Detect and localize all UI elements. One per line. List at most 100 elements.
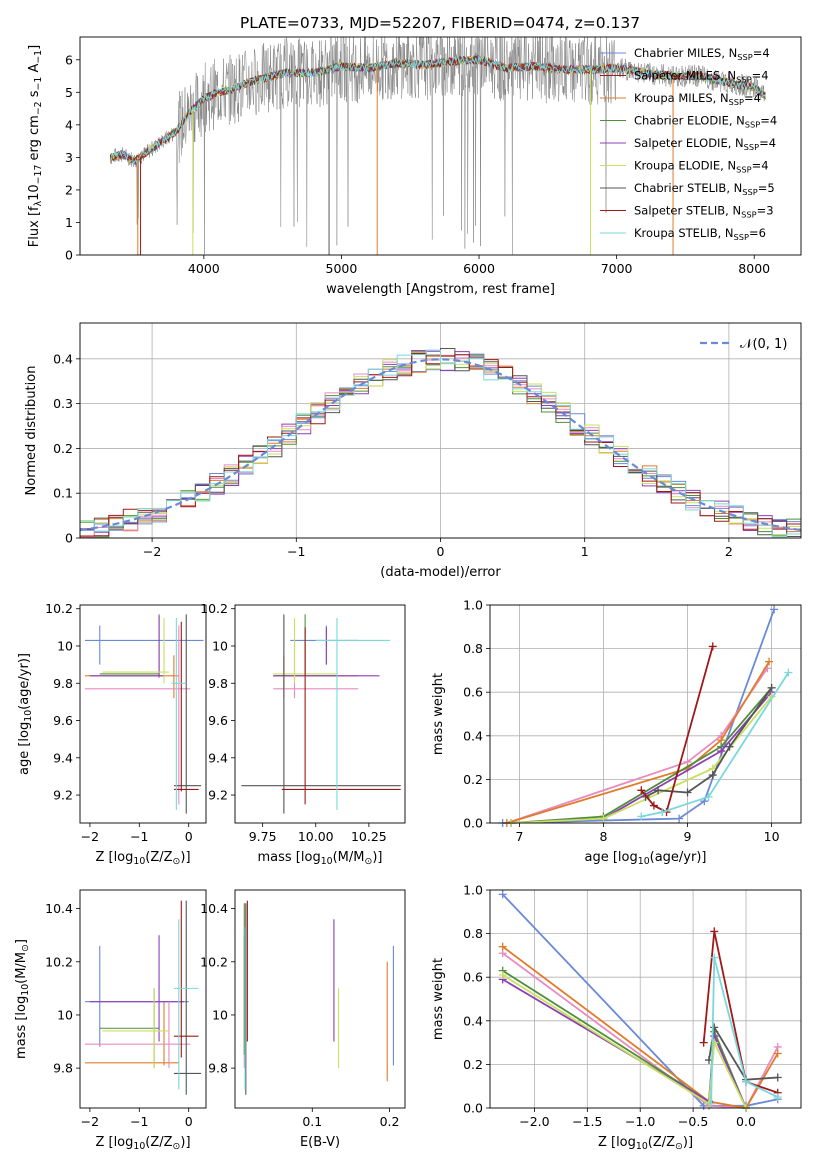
y-axis-label: mass weight <box>431 958 446 1040</box>
series-line-3 <box>510 687 773 824</box>
y-axis-label-part: ] <box>14 939 29 944</box>
legend-label-0-part: SSP <box>737 52 752 62</box>
legend-label-5: Kroupa ELODIE, NSSP=4 <box>634 159 769 175</box>
histogram-step-3 <box>80 350 801 533</box>
y-tick-label: 5 <box>65 85 73 100</box>
series-marker-8-0 <box>637 812 646 821</box>
x-axis-label: Z [log10(Z/Z⊙)] <box>95 850 190 867</box>
legend-label-1-part: SSP <box>736 75 751 85</box>
x-axis-label: Z [log10(Z/Z⊙)] <box>95 1135 190 1152</box>
y-tick-label: 0.3 <box>53 396 73 411</box>
legend-label-7-part: SSP <box>741 210 756 220</box>
y-axis-label-part: s <box>27 90 42 101</box>
y-tick-label: 0.6 <box>463 685 483 700</box>
x-axis-label-part: ⊙ <box>173 1141 181 1152</box>
x-tick-label: −1 <box>130 1114 148 1129</box>
x-axis-label-part: Z [log <box>95 850 133 865</box>
y-axis-label-part: erg cm <box>27 115 42 164</box>
x-axis-label-part: 10 <box>638 856 650 867</box>
x-tick-label: 0 <box>185 1114 193 1129</box>
series-marker-6-2 <box>683 788 692 797</box>
mass-weight-vs-metallicity-panel: −2.0 −1.5 −1.0 −0.5 0.0 0.0 0.2 0.4 0.6 0.8 1.0 Z [… <box>431 883 802 1152</box>
series-marker-6-3 <box>708 771 717 780</box>
y-axis-label-part: age [log <box>17 722 32 775</box>
y-tick-label: 9.4 <box>53 750 73 765</box>
series-marker-6-5 <box>767 683 776 692</box>
series-marker-7-0 <box>637 786 646 795</box>
axes-frame <box>79 604 207 824</box>
y-axis-label-part: (M/M <box>14 952 29 984</box>
y-tick-label: 2 <box>65 182 73 197</box>
model-spectrum-line-8 <box>110 55 766 166</box>
series-marker-0-3 <box>770 605 779 614</box>
y-tick-label: 0.2 <box>463 1057 483 1072</box>
y-tick-label: 1.0 <box>463 883 483 898</box>
x-tick-label: 1 <box>581 544 589 559</box>
y-tick-label: 9.8 <box>208 1061 228 1076</box>
legend-label-3-part: Chabrier ELODIE, N <box>634 114 745 128</box>
y-tick-label: 0.4 <box>53 351 73 366</box>
x-axis-label-part: 10 <box>321 856 333 867</box>
x-axis-label-part: (age/yr)] <box>650 850 707 865</box>
series-marker-5-1 <box>599 814 608 823</box>
mass-vs-extinction-panel: 0.1 0.2 9.8 10 10.2 10.4 E(B-V) <box>200 889 406 1150</box>
x-tick-label: −1 <box>287 544 305 559</box>
y-tick-label: 10 <box>212 1007 228 1022</box>
series-marker-8-3 <box>784 668 793 677</box>
y-tick-label: 10.2 <box>45 954 73 969</box>
y-tick-label: 0.6 <box>463 970 483 985</box>
y-axis-label-part: 10 <box>23 710 34 722</box>
y-axis-label: mass [log10(M/M⊙] <box>14 939 31 1059</box>
x-tick-label: 2 <box>725 544 733 559</box>
axes-frame <box>489 889 802 1109</box>
spectrum-panel: 4000 5000 6000 7000 8000 0 1 2 3 4 5 6 wavelength [A… <box>27 36 802 297</box>
x-tick-label: 0 <box>437 544 445 559</box>
x-tick-label: −2 <box>143 544 161 559</box>
series-marker-8-1 <box>658 808 667 817</box>
x-tick-label: −0.5 <box>678 1114 708 1129</box>
series-marker-2-3 <box>765 657 774 666</box>
series-marker-8-3 <box>773 1093 782 1102</box>
x-axis-label: E(B-V) <box>300 1135 340 1150</box>
legend-label-6-part: SSP <box>742 187 757 197</box>
series-line-6 <box>645 687 773 798</box>
series-marker-8-2 <box>741 1077 750 1086</box>
x-axis-label: age [log10(age/yr)] <box>585 850 707 867</box>
x-axis-label-part: ⊙ <box>173 856 181 867</box>
x-tick-label: 10.00 <box>298 829 334 844</box>
y-axis-label-part: −1 <box>33 50 44 64</box>
x-tick-label: 0 <box>185 829 193 844</box>
histogram-step-8 <box>80 349 801 538</box>
x-axis-label-part: Z [log <box>598 1135 636 1150</box>
series-line-8 <box>641 672 790 818</box>
x-axis-label-part: (M/M <box>333 850 365 865</box>
legend-label-5-part: Kroupa ELODIE, N <box>634 159 736 173</box>
x-axis-label-part: age [log <box>585 850 638 865</box>
series-marker-4-2 <box>717 747 726 756</box>
figure-title: PLATE=0733, MJD=52207, FIBERID=0474, z=0… <box>240 14 640 32</box>
y-tick-label: 10 <box>57 638 73 653</box>
legend-label-8-part: =6 <box>749 226 766 240</box>
x-axis-label-part: 10 <box>133 1141 145 1152</box>
legend-label-6: Chabrier STELIB, NSSP=5 <box>634 181 775 197</box>
axes-frame <box>79 889 207 1109</box>
x-tick-label: 10 <box>764 829 780 844</box>
y-tick-label: 9.4 <box>208 750 228 765</box>
x-axis-label-part: (Z/Z <box>145 1135 172 1150</box>
series-marker-6-1 <box>710 1023 719 1032</box>
x-tick-label: −1.5 <box>572 1114 602 1129</box>
series-line-5 <box>502 974 747 1109</box>
legend-label-8: Kroupa STELIB, NSSP=6 <box>634 226 766 242</box>
series-marker-8-1 <box>710 953 719 962</box>
series-marker-2-3 <box>773 1049 782 1058</box>
x-tick-label: 0.1 <box>302 1114 322 1129</box>
x-axis-label-part: 10 <box>133 856 145 867</box>
legend-label-5-part: =4 <box>752 159 769 173</box>
legend-label-3: Chabrier ELODIE, NSSP=4 <box>634 114 777 130</box>
x-tick-label: 4000 <box>188 261 220 276</box>
series-line-0 <box>502 893 778 1107</box>
series-line-4 <box>510 691 773 824</box>
axes-frame <box>489 604 802 824</box>
